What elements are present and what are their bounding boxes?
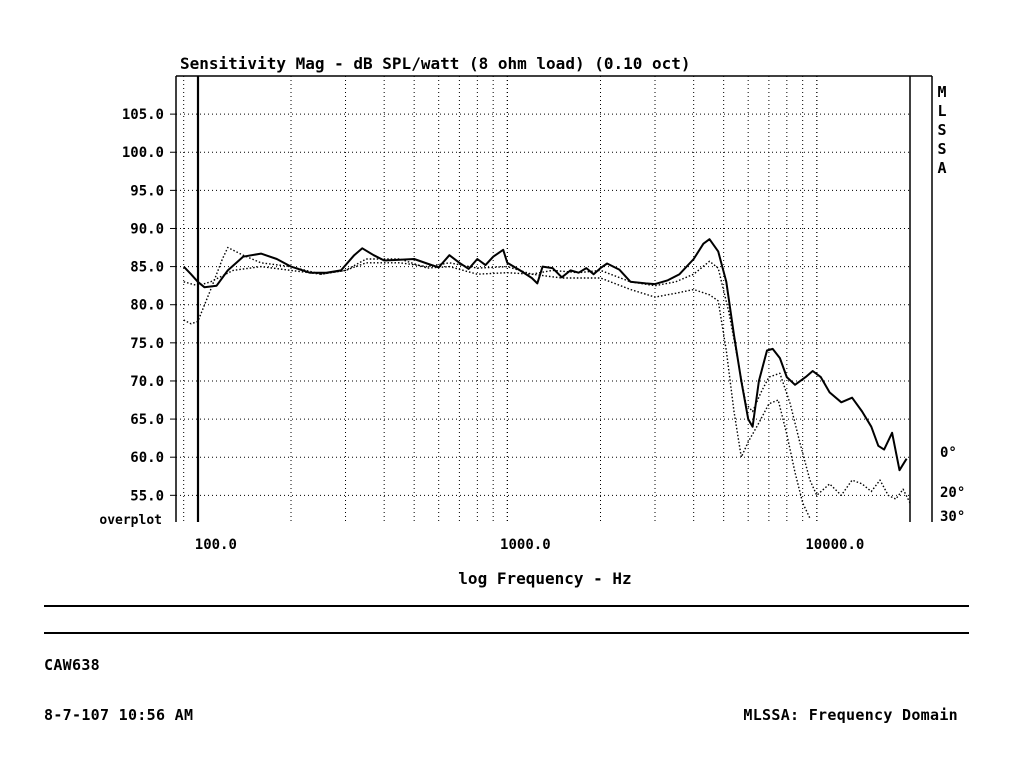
y-tick-label: 55.0 — [130, 488, 164, 504]
x-tick-label: 10000.0 — [805, 537, 864, 553]
y-tick-label: 65.0 — [130, 412, 164, 428]
series-line-2 — [183, 246, 811, 519]
series-angle-labels: 0° 20° 30° — [940, 445, 965, 525]
series-line-0 — [182, 238, 908, 472]
series-angle-label: 20° — [940, 485, 965, 501]
side-label-letter: M — [937, 83, 946, 101]
footer-divider-top — [44, 605, 969, 607]
plot-frame — [175, 75, 933, 522]
overplot-label: overplot — [99, 513, 162, 528]
grid — [176, 76, 911, 522]
x-axis: 100.0 1000.0 10000.0 — [195, 537, 865, 553]
y-tick-label: 75.0 — [130, 336, 164, 352]
y-tick-label: 85.0 — [130, 260, 164, 276]
series-angle-label: 0° — [940, 445, 957, 461]
chart-title: Sensitivity Mag - dB SPL/watt (8 ohm loa… — [180, 54, 691, 73]
series-angle-label: 30° — [940, 509, 965, 525]
x-tick-label: 1000.0 — [500, 537, 551, 553]
side-label-letter: L — [937, 102, 946, 120]
mode-label: MLSSA: Frequency Domain — [743, 706, 958, 724]
y-tick-label: 90.0 — [130, 221, 164, 237]
file-id: CAW638 — [44, 656, 100, 674]
side-label-letter: A — [937, 159, 946, 177]
y-tick-label: 80.0 — [130, 298, 164, 314]
timestamp: 8-7-107 10:56 AM — [44, 706, 194, 724]
y-tick-label: 95.0 — [130, 183, 164, 199]
y-tick-label: 105.0 — [122, 107, 164, 123]
series-line-1 — [183, 260, 911, 504]
y-tick-label: 100.0 — [122, 145, 164, 161]
side-label-letter: S — [937, 140, 946, 158]
x-axis-label: log Frequency - Hz — [458, 569, 631, 588]
side-label-letter: S — [937, 121, 946, 139]
y-axis: 105.0 100.0 95.0 90.0 85.0 80.0 75.0 70.0 65.0 60… — [122, 107, 176, 504]
y-tick-label: 70.0 — [130, 374, 164, 390]
x-tick-label: 100.0 — [195, 537, 237, 553]
y-tick-label: 60.0 — [130, 450, 164, 466]
footer-divider-bottom — [44, 632, 969, 634]
series-layer — [182, 238, 911, 519]
mlssa-side-label: MLSSA — [937, 83, 946, 177]
